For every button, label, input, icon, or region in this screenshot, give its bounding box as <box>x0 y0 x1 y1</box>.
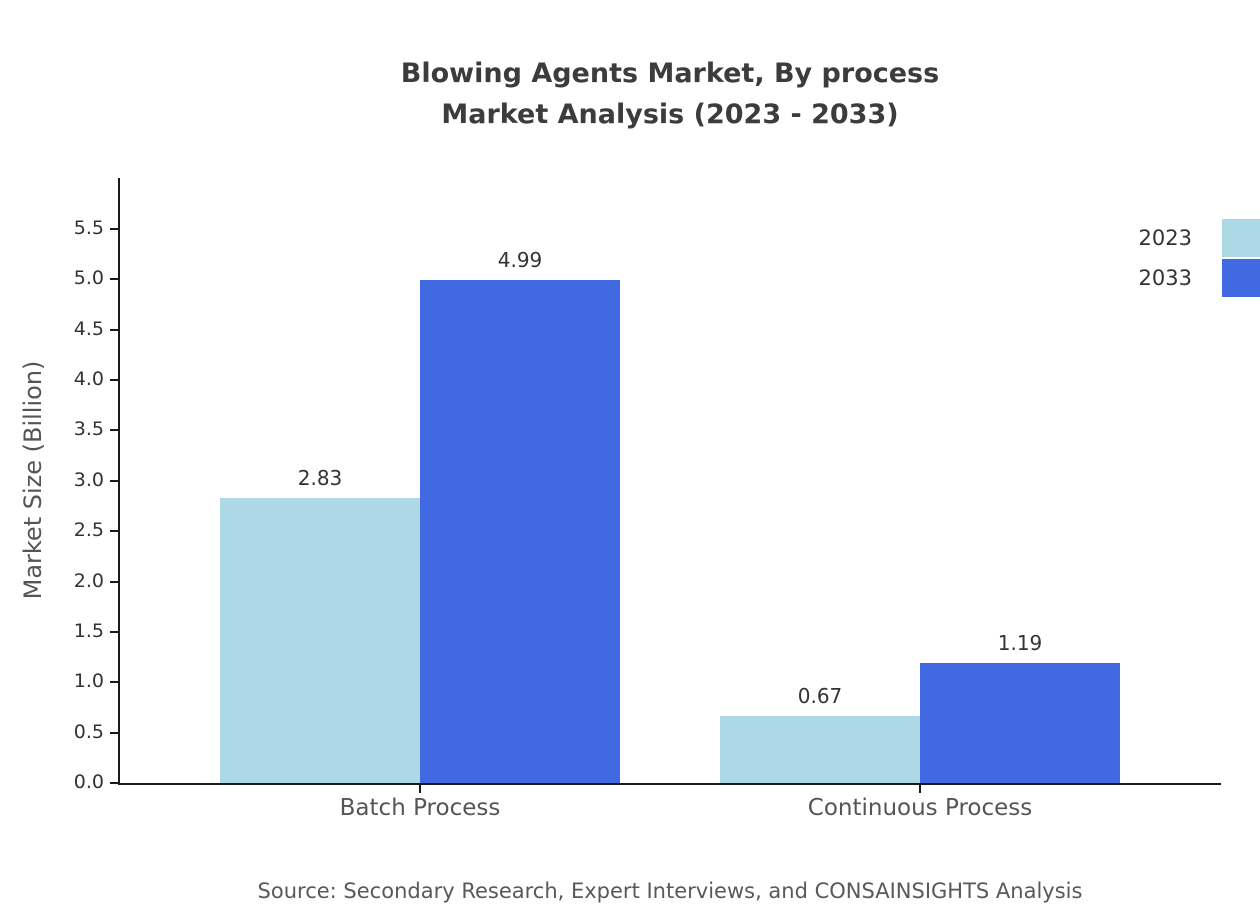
y-tick-label: 3.5 <box>73 418 104 441</box>
y-tick-label: 2.0 <box>73 569 104 592</box>
x-tick-mark <box>919 785 921 793</box>
legend-label: 2023 <box>1138 226 1192 250</box>
bar-2023 <box>720 715 920 783</box>
y-tick-mark <box>110 782 118 784</box>
y-tick-mark <box>110 278 118 281</box>
y-tick-label: 1.0 <box>73 670 104 693</box>
legend: 2023 2033 <box>1139 218 1260 298</box>
bar-2033 <box>420 280 620 783</box>
chart-title-line2: Market Analysis (2023 - 2033) <box>441 99 899 130</box>
legend-item: 2023 <box>1139 218 1260 258</box>
y-tick-label: 2.5 <box>73 519 104 542</box>
y-tick-label: 4.5 <box>73 317 104 340</box>
y-axis-title: Market Size (Billion) <box>19 360 47 600</box>
y-tick-mark <box>110 228 118 230</box>
y-tick-mark <box>110 328 118 331</box>
y-tick-label: 5.0 <box>73 267 104 290</box>
y-tick-label: 0.5 <box>73 720 104 743</box>
bar-value-label: 2.83 <box>297 465 343 490</box>
x-tick-mark <box>419 785 421 793</box>
legend-label: 2033 <box>1138 266 1192 290</box>
x-category-label: Continuous Process <box>807 795 1033 821</box>
y-tick-mark <box>110 630 118 633</box>
y-axis <box>118 178 120 785</box>
bar-value-label: 4.99 <box>497 248 543 273</box>
bar-value-label: 1.19 <box>997 631 1043 656</box>
y-tick-mark <box>110 580 118 583</box>
bar-2033 <box>920 663 1120 783</box>
y-tick-mark <box>110 429 118 432</box>
chart-title-line1: Blowing Agents Market, By process <box>400 58 940 89</box>
y-tick-label: 1.5 <box>73 619 104 642</box>
bar-value-label: 0.67 <box>797 683 843 708</box>
source-note: Source: Secondary Research, Expert Inter… <box>257 879 1083 903</box>
y-tick-mark <box>110 731 118 734</box>
y-tick-mark <box>110 530 118 533</box>
y-tick-label: 0.0 <box>73 771 104 793</box>
y-tick-label: 4.0 <box>73 368 104 391</box>
y-tick-label: 5.5 <box>73 217 104 239</box>
bar-2023 <box>220 497 420 783</box>
y-tick-label: 3.0 <box>73 468 104 491</box>
y-tick-mark <box>110 479 118 482</box>
x-axis <box>118 783 1221 785</box>
x-category-label: Batch Process <box>339 795 501 821</box>
y-tick-mark <box>110 681 118 684</box>
legend-swatch <box>1222 219 1260 257</box>
chart-title: Blowing Agents Market, By process Market… <box>80 53 1260 135</box>
y-tick-mark <box>110 379 118 382</box>
legend-swatch <box>1222 259 1260 297</box>
legend-item: 2033 <box>1139 258 1260 298</box>
